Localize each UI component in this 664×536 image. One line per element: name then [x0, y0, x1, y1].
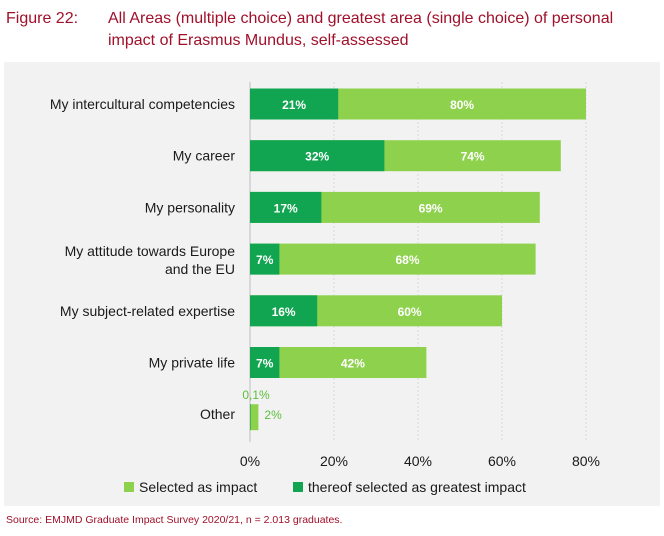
- chart-panel: [4, 62, 660, 506]
- bar-greatest-impact: [250, 295, 318, 327]
- legend-swatch-greatest: [293, 482, 303, 492]
- data-label-selected: 42%: [341, 357, 365, 371]
- category-label: Other: [200, 406, 235, 422]
- data-label-greatest: 21%: [282, 98, 306, 112]
- category-label: My intercultural competencies: [50, 96, 235, 112]
- legend-label-greatest: thereof selected as greatest impact: [308, 479, 526, 495]
- bar-greatest-impact: [250, 140, 385, 172]
- data-label-greatest: 7%: [256, 357, 274, 371]
- source-note: Source: EMJMD Graduate Impact Survey 202…: [6, 514, 343, 526]
- data-label-selected: 80%: [450, 98, 474, 112]
- data-label-selected: 2%: [264, 408, 282, 422]
- x-tick-label: 0%: [240, 453, 260, 469]
- category-label: My career: [173, 148, 236, 164]
- category-label: My subject-related expertise: [60, 303, 235, 319]
- data-label-selected: 68%: [395, 253, 419, 267]
- bar-greatest-impact: [250, 191, 322, 223]
- data-label-selected: 74%: [461, 150, 485, 164]
- figure-title: All Areas (multiple choice) and greatest…: [108, 10, 614, 49]
- category-label: My private life: [149, 355, 236, 371]
- data-label-selected: 69%: [419, 201, 443, 215]
- data-label-greatest: 32%: [305, 150, 329, 164]
- data-label-greatest: 7%: [256, 253, 274, 267]
- legend-swatch-selected: [124, 482, 134, 492]
- x-tick-label: 80%: [572, 453, 600, 469]
- data-label-selected: 60%: [398, 305, 422, 319]
- legend-label-selected: Selected as impact: [139, 479, 257, 495]
- bar-greatest-impact: [250, 243, 280, 275]
- bar-selected-impact: [250, 243, 536, 275]
- bar-greatest-impact: [250, 404, 251, 431]
- bar-greatest-impact: [250, 347, 280, 378]
- x-tick-label: 60%: [488, 453, 516, 469]
- category-label: My personality: [145, 199, 235, 215]
- data-label-greatest: 17%: [274, 201, 298, 215]
- x-tick-label: 20%: [320, 453, 348, 469]
- data-label-greatest: 0,1%: [242, 388, 270, 402]
- category-label: My attitude towards Europe and the EU: [65, 243, 236, 277]
- bar-selected-impact: [250, 404, 259, 431]
- figure-label: Figure 22:: [6, 10, 79, 27]
- bar-greatest-impact: [250, 88, 339, 120]
- data-label-greatest: 16%: [272, 305, 296, 319]
- x-tick-label: 40%: [404, 453, 432, 469]
